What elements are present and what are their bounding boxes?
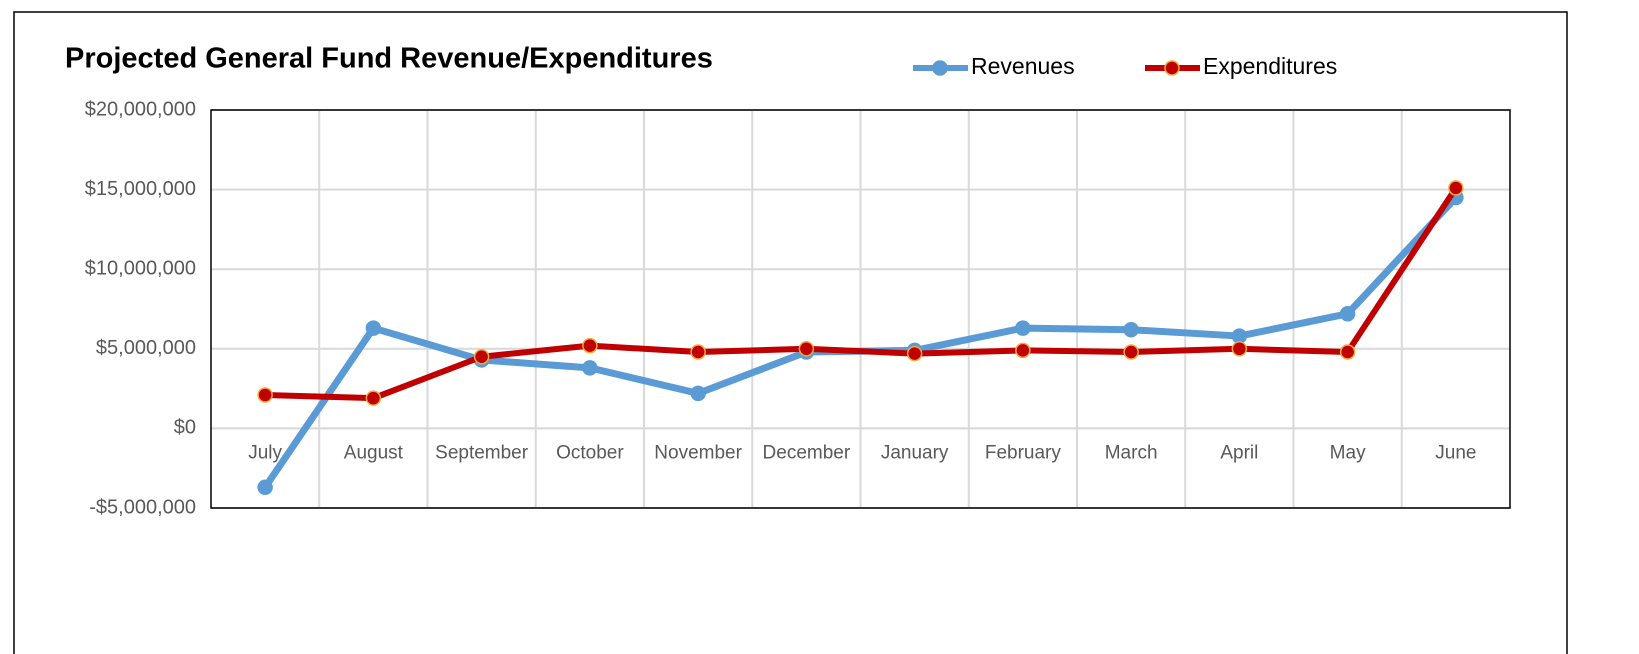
x-tick-label: November — [654, 442, 742, 463]
series-marker — [582, 360, 598, 376]
series-marker — [1015, 320, 1031, 336]
y-tick-label: $15,000,000 — [85, 178, 196, 200]
x-tick-label: December — [763, 442, 851, 463]
chart-title: Projected General Fund Revenue/Expenditu… — [65, 43, 713, 75]
y-tick-label: -$5,000,000 — [89, 496, 196, 518]
series-marker — [690, 385, 706, 402]
chart-frame — [13, 11, 1568, 654]
x-tick-label: October — [556, 442, 624, 463]
series-marker — [257, 479, 273, 496]
legend-label: Expenditures — [1203, 53, 1337, 79]
series-line — [265, 186, 1459, 402]
series-marker — [1123, 321, 1139, 338]
series-marker — [1339, 344, 1356, 360]
series-marker — [798, 341, 815, 357]
series-marker — [365, 390, 382, 406]
series-marker — [1123, 344, 1139, 360]
x-tick-label: August — [344, 442, 404, 463]
legend-marker — [1164, 60, 1180, 76]
series-marker — [906, 345, 923, 362]
series-marker — [1231, 328, 1248, 344]
x-tick-label: September — [435, 442, 529, 463]
x-tick-label: April — [1220, 442, 1258, 463]
legend-marker — [932, 60, 948, 76]
plot-area — [210, 109, 1511, 509]
x-tick-label: March — [1105, 442, 1158, 463]
legend-label: Revenues — [971, 53, 1075, 79]
series-marker — [582, 337, 598, 354]
series-marker — [365, 320, 382, 336]
series-marker — [1015, 342, 1031, 359]
x-tick-label: January — [881, 442, 949, 463]
series-marker — [473, 349, 490, 365]
x-tick-label: June — [1435, 442, 1476, 463]
y-tick-label: $0 — [174, 417, 196, 439]
y-tick-label: $20,000,000 — [85, 98, 196, 120]
x-tick-label: February — [985, 442, 1062, 463]
series-marker — [1339, 306, 1356, 322]
x-tick-label: July — [248, 442, 282, 463]
series-marker — [1448, 180, 1464, 196]
y-tick-label: $10,000,000 — [85, 257, 196, 279]
x-tick-label: May — [1330, 442, 1366, 463]
y-tick-label: $5,000,000 — [96, 337, 196, 359]
series-marker — [690, 344, 706, 360]
series-marker — [257, 387, 273, 403]
series-marker — [1231, 341, 1248, 357]
